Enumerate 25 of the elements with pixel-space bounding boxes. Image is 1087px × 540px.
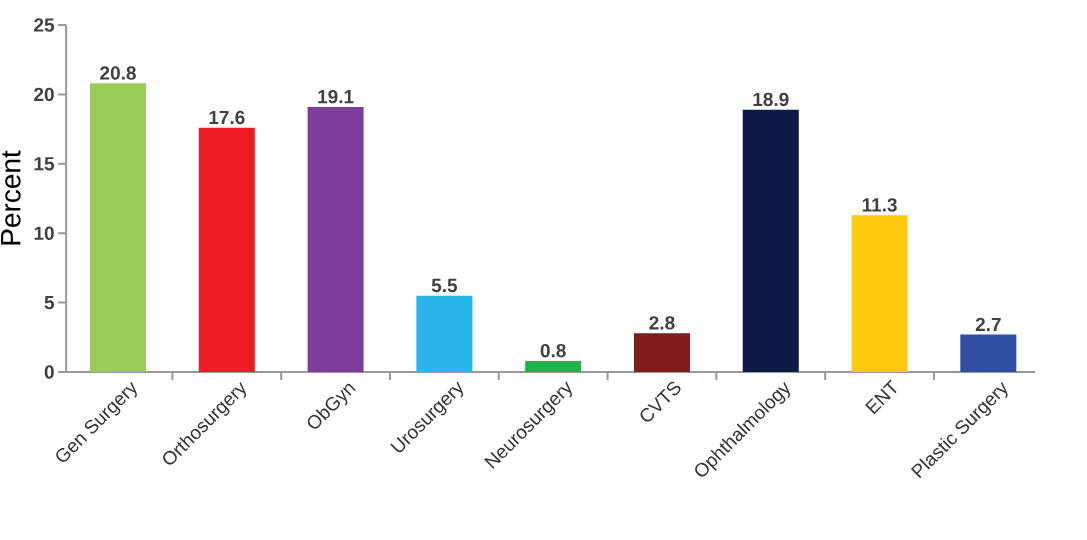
- data-label: 11.3: [862, 198, 897, 212]
- bar: [198, 127, 255, 372]
- data-label: 5.5: [431, 278, 458, 293]
- data-label: 20.8: [100, 66, 136, 80]
- data-label: 19.1: [318, 89, 354, 104]
- bar: [307, 106, 364, 372]
- bar: [742, 109, 799, 372]
- y-tick-label: 0: [44, 365, 54, 379]
- data-label: 18.9: [753, 92, 789, 107]
- y-tick-label: 5: [44, 295, 55, 310]
- y-tick-label: 10: [34, 226, 54, 240]
- y-tick-label: 15: [34, 157, 55, 171]
- data-label: 2.8: [649, 316, 675, 330]
- bar: [525, 360, 582, 372]
- data-label: 2.7: [975, 317, 1001, 331]
- bar: [633, 333, 690, 372]
- bar: [851, 215, 908, 372]
- y-tick-label: 25: [34, 18, 55, 32]
- y-tick-label: 20: [34, 87, 54, 102]
- bar: [416, 295, 473, 372]
- bar: [90, 83, 146, 372]
- y-axis-title: Percent: [1, 150, 21, 245]
- data-label: 17.6: [209, 110, 245, 125]
- data-label: 0.8: [540, 343, 566, 358]
- bar: [960, 334, 1017, 372]
